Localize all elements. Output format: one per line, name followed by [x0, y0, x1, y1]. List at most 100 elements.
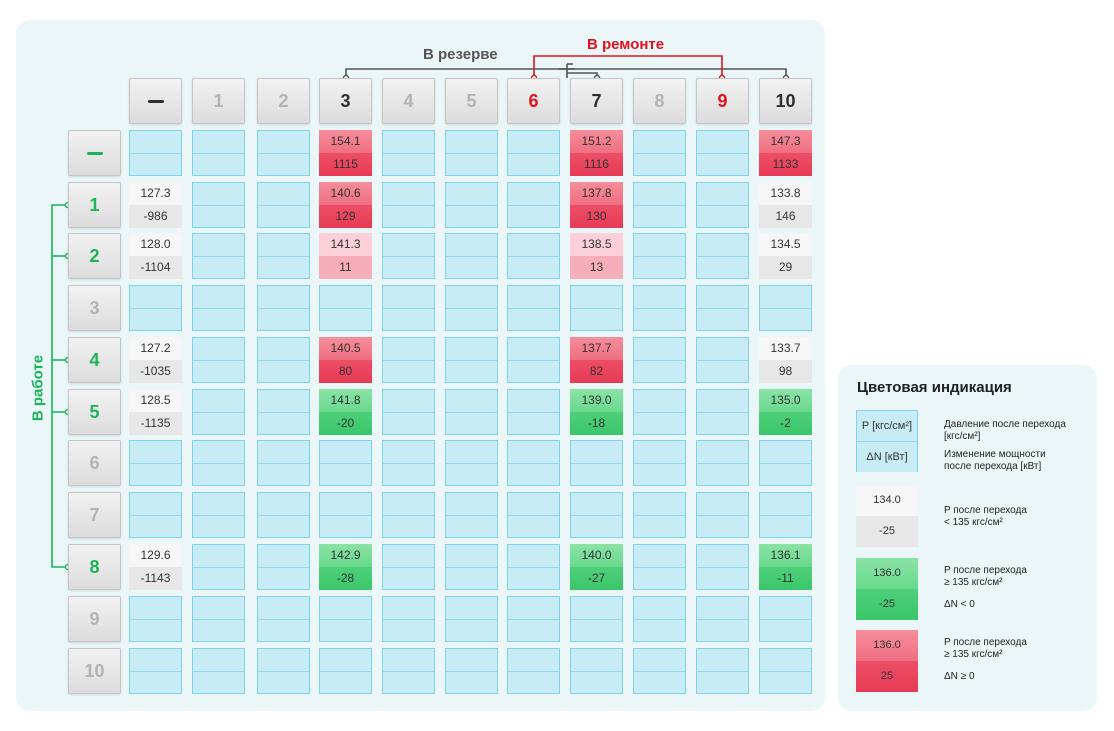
- matrix-cell-empty[interactable]: [633, 492, 686, 538]
- matrix-cell-filled[interactable]: 142.9 -28: [319, 544, 372, 590]
- matrix-cell-empty[interactable]: [507, 285, 560, 331]
- matrix-cell-empty[interactable]: [382, 492, 435, 538]
- matrix-cell-empty[interactable]: [759, 285, 812, 331]
- matrix-cell-filled[interactable]: 138.5 13: [570, 233, 623, 279]
- matrix-cell-empty[interactable]: [633, 337, 686, 383]
- matrix-cell-filled[interactable]: 133.7 98: [759, 337, 812, 383]
- matrix-cell-empty[interactable]: [633, 440, 686, 486]
- matrix-cell-empty[interactable]: [759, 648, 812, 694]
- matrix-cell-filled[interactable]: 137.7 82: [570, 337, 623, 383]
- matrix-cell-empty[interactable]: [382, 544, 435, 590]
- row-header-8[interactable]: 8: [68, 544, 121, 590]
- matrix-cell-empty[interactable]: [257, 182, 310, 228]
- matrix-cell-empty[interactable]: [129, 596, 182, 642]
- column-header-3[interactable]: 3: [319, 78, 372, 124]
- matrix-cell-filled[interactable]: 139.0 -18: [570, 389, 623, 435]
- matrix-cell-empty[interactable]: [257, 544, 310, 590]
- column-header-1[interactable]: 1: [192, 78, 245, 124]
- matrix-cell-empty[interactable]: [129, 130, 182, 176]
- matrix-cell-filled[interactable]: 140.6 129: [319, 182, 372, 228]
- matrix-cell-empty[interactable]: [696, 130, 749, 176]
- matrix-cell-empty[interactable]: [570, 648, 623, 694]
- matrix-cell-empty[interactable]: [319, 492, 372, 538]
- matrix-cell-empty[interactable]: [129, 648, 182, 694]
- matrix-cell-empty[interactable]: [192, 285, 245, 331]
- matrix-cell-filled[interactable]: 136.1 -11: [759, 544, 812, 590]
- matrix-cell-empty[interactable]: [319, 596, 372, 642]
- matrix-cell-empty[interactable]: [507, 182, 560, 228]
- matrix-cell-empty[interactable]: [445, 130, 498, 176]
- matrix-cell-filled[interactable]: 127.3 -986: [129, 182, 182, 228]
- matrix-cell-empty[interactable]: [759, 440, 812, 486]
- column-header-8[interactable]: 8: [633, 78, 686, 124]
- matrix-cell-empty[interactable]: [507, 492, 560, 538]
- matrix-cell-empty[interactable]: [257, 233, 310, 279]
- matrix-cell-empty[interactable]: [507, 389, 560, 435]
- matrix-cell-filled[interactable]: 134.5 29: [759, 233, 812, 279]
- column-header-4[interactable]: 4: [382, 78, 435, 124]
- matrix-cell-empty[interactable]: [257, 596, 310, 642]
- matrix-cell-filled[interactable]: 141.8 -20: [319, 389, 372, 435]
- matrix-cell-empty[interactable]: [507, 440, 560, 486]
- matrix-cell-empty[interactable]: [507, 648, 560, 694]
- matrix-cell-empty[interactable]: [445, 337, 498, 383]
- matrix-cell-empty[interactable]: [129, 285, 182, 331]
- matrix-cell-empty[interactable]: [759, 596, 812, 642]
- matrix-cell-empty[interactable]: [507, 233, 560, 279]
- matrix-cell-empty[interactable]: [382, 337, 435, 383]
- matrix-cell-empty[interactable]: [633, 182, 686, 228]
- matrix-cell-empty[interactable]: [382, 440, 435, 486]
- matrix-cell-empty[interactable]: [633, 596, 686, 642]
- matrix-cell-empty[interactable]: [633, 544, 686, 590]
- matrix-cell-empty[interactable]: [319, 285, 372, 331]
- row-header-10[interactable]: 10: [68, 648, 121, 694]
- row-header-4[interactable]: 4: [68, 337, 121, 383]
- matrix-cell-empty[interactable]: [696, 596, 749, 642]
- matrix-cell-filled[interactable]: 141.3 11: [319, 233, 372, 279]
- column-header-6[interactable]: 6: [507, 78, 560, 124]
- matrix-cell-empty[interactable]: [382, 596, 435, 642]
- matrix-cell-empty[interactable]: [696, 440, 749, 486]
- matrix-cell-empty[interactable]: [696, 389, 749, 435]
- matrix-cell-empty[interactable]: [445, 596, 498, 642]
- matrix-cell-empty[interactable]: [445, 440, 498, 486]
- matrix-cell-empty[interactable]: [257, 389, 310, 435]
- matrix-cell-empty[interactable]: [129, 440, 182, 486]
- matrix-cell-filled[interactable]: 129.6 -1143: [129, 544, 182, 590]
- column-header-10[interactable]: 10: [759, 78, 812, 124]
- matrix-cell-empty[interactable]: [192, 648, 245, 694]
- matrix-cell-empty[interactable]: [192, 440, 245, 486]
- matrix-cell-empty[interactable]: [319, 440, 372, 486]
- matrix-cell-filled[interactable]: 140.0 -27: [570, 544, 623, 590]
- column-header-2[interactable]: 2: [257, 78, 310, 124]
- matrix-cell-filled[interactable]: 135.0 -2: [759, 389, 812, 435]
- matrix-cell-empty[interactable]: [570, 440, 623, 486]
- matrix-cell-filled[interactable]: 154.1 1115: [319, 130, 372, 176]
- row-header-1[interactable]: 1: [68, 182, 121, 228]
- matrix-cell-filled[interactable]: 137.8 130: [570, 182, 623, 228]
- matrix-cell-empty[interactable]: [570, 596, 623, 642]
- matrix-cell-empty[interactable]: [633, 233, 686, 279]
- matrix-cell-empty[interactable]: [382, 130, 435, 176]
- matrix-cell-empty[interactable]: [696, 182, 749, 228]
- matrix-cell-empty[interactable]: [696, 544, 749, 590]
- matrix-cell-empty[interactable]: [507, 544, 560, 590]
- matrix-cell-empty[interactable]: [257, 337, 310, 383]
- matrix-cell-filled[interactable]: 128.5 -1135: [129, 389, 182, 435]
- matrix-cell-empty[interactable]: [570, 492, 623, 538]
- matrix-cell-empty[interactable]: [192, 596, 245, 642]
- row-header-6[interactable]: 6: [68, 440, 121, 486]
- matrix-cell-filled[interactable]: 127.2 -1035: [129, 337, 182, 383]
- row-header-2[interactable]: 2: [68, 233, 121, 279]
- matrix-cell-filled[interactable]: 133.8 146: [759, 182, 812, 228]
- matrix-cell-empty[interactable]: [382, 389, 435, 435]
- matrix-cell-empty[interactable]: [570, 285, 623, 331]
- matrix-cell-empty[interactable]: [696, 233, 749, 279]
- matrix-cell-empty[interactable]: [319, 648, 372, 694]
- row-header-3[interactable]: 3: [68, 285, 121, 331]
- matrix-cell-empty[interactable]: [445, 182, 498, 228]
- matrix-cell-empty[interactable]: [257, 492, 310, 538]
- column-header-5[interactable]: 5: [445, 78, 498, 124]
- matrix-cell-empty[interactable]: [192, 492, 245, 538]
- matrix-cell-empty[interactable]: [257, 648, 310, 694]
